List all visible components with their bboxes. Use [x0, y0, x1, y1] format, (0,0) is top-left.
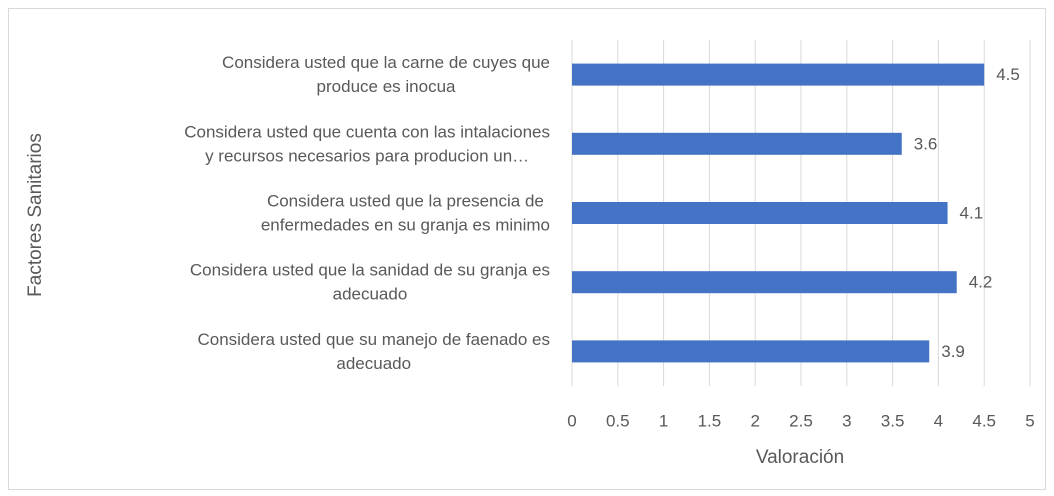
y-axis-title: Factores Sanitarios	[25, 133, 46, 297]
y-tick-label: Considera usted que la carne de cuyes qu…	[222, 53, 550, 72]
y-tick-label: produce es inocua	[317, 77, 456, 96]
x-tick-label: 4	[934, 411, 943, 430]
x-tick-label: 2	[750, 411, 759, 430]
y-tick-label: adecuado	[336, 354, 411, 373]
bar	[572, 340, 930, 363]
data-label: 3.6	[914, 134, 938, 153]
x-tick-label: 0.5	[606, 411, 630, 430]
x-tick-label: 2.5	[789, 411, 813, 430]
bar	[572, 132, 902, 155]
x-axis-title: Valoración	[756, 447, 844, 468]
bar	[572, 271, 957, 294]
x-tick-label: 3	[842, 411, 851, 430]
x-tick-label: 3.5	[881, 411, 905, 430]
data-label: 3.9	[941, 342, 965, 361]
y-tick-label: Considera usted que la presencia de	[267, 191, 544, 210]
chart-frame	[8, 8, 1046, 490]
bar	[572, 202, 948, 224]
x-tick-label: 4.5	[972, 411, 996, 430]
x-tick-label: 5	[1025, 411, 1034, 430]
data-label: 4.5	[996, 65, 1020, 84]
x-tick-label: 1	[659, 411, 668, 430]
data-label: 4.1	[960, 203, 984, 222]
x-tick-label: 0	[567, 411, 576, 430]
y-tick-label: enfermedades en su granja es minimo	[261, 215, 550, 234]
bar	[572, 63, 985, 86]
y-tick-label: Considera usted que su manejo de faenado…	[197, 330, 550, 349]
y-tick-label: y recursos necesarios para producion un…	[205, 146, 529, 165]
x-tick-label: 1.5	[698, 411, 722, 430]
y-tick-label: Considera usted que la sanidad de su gra…	[190, 261, 550, 280]
y-tick-label: Considera usted que cuenta con las intal…	[184, 122, 550, 141]
data-label: 4.2	[969, 273, 993, 292]
y-tick-label: adecuado	[333, 285, 408, 304]
